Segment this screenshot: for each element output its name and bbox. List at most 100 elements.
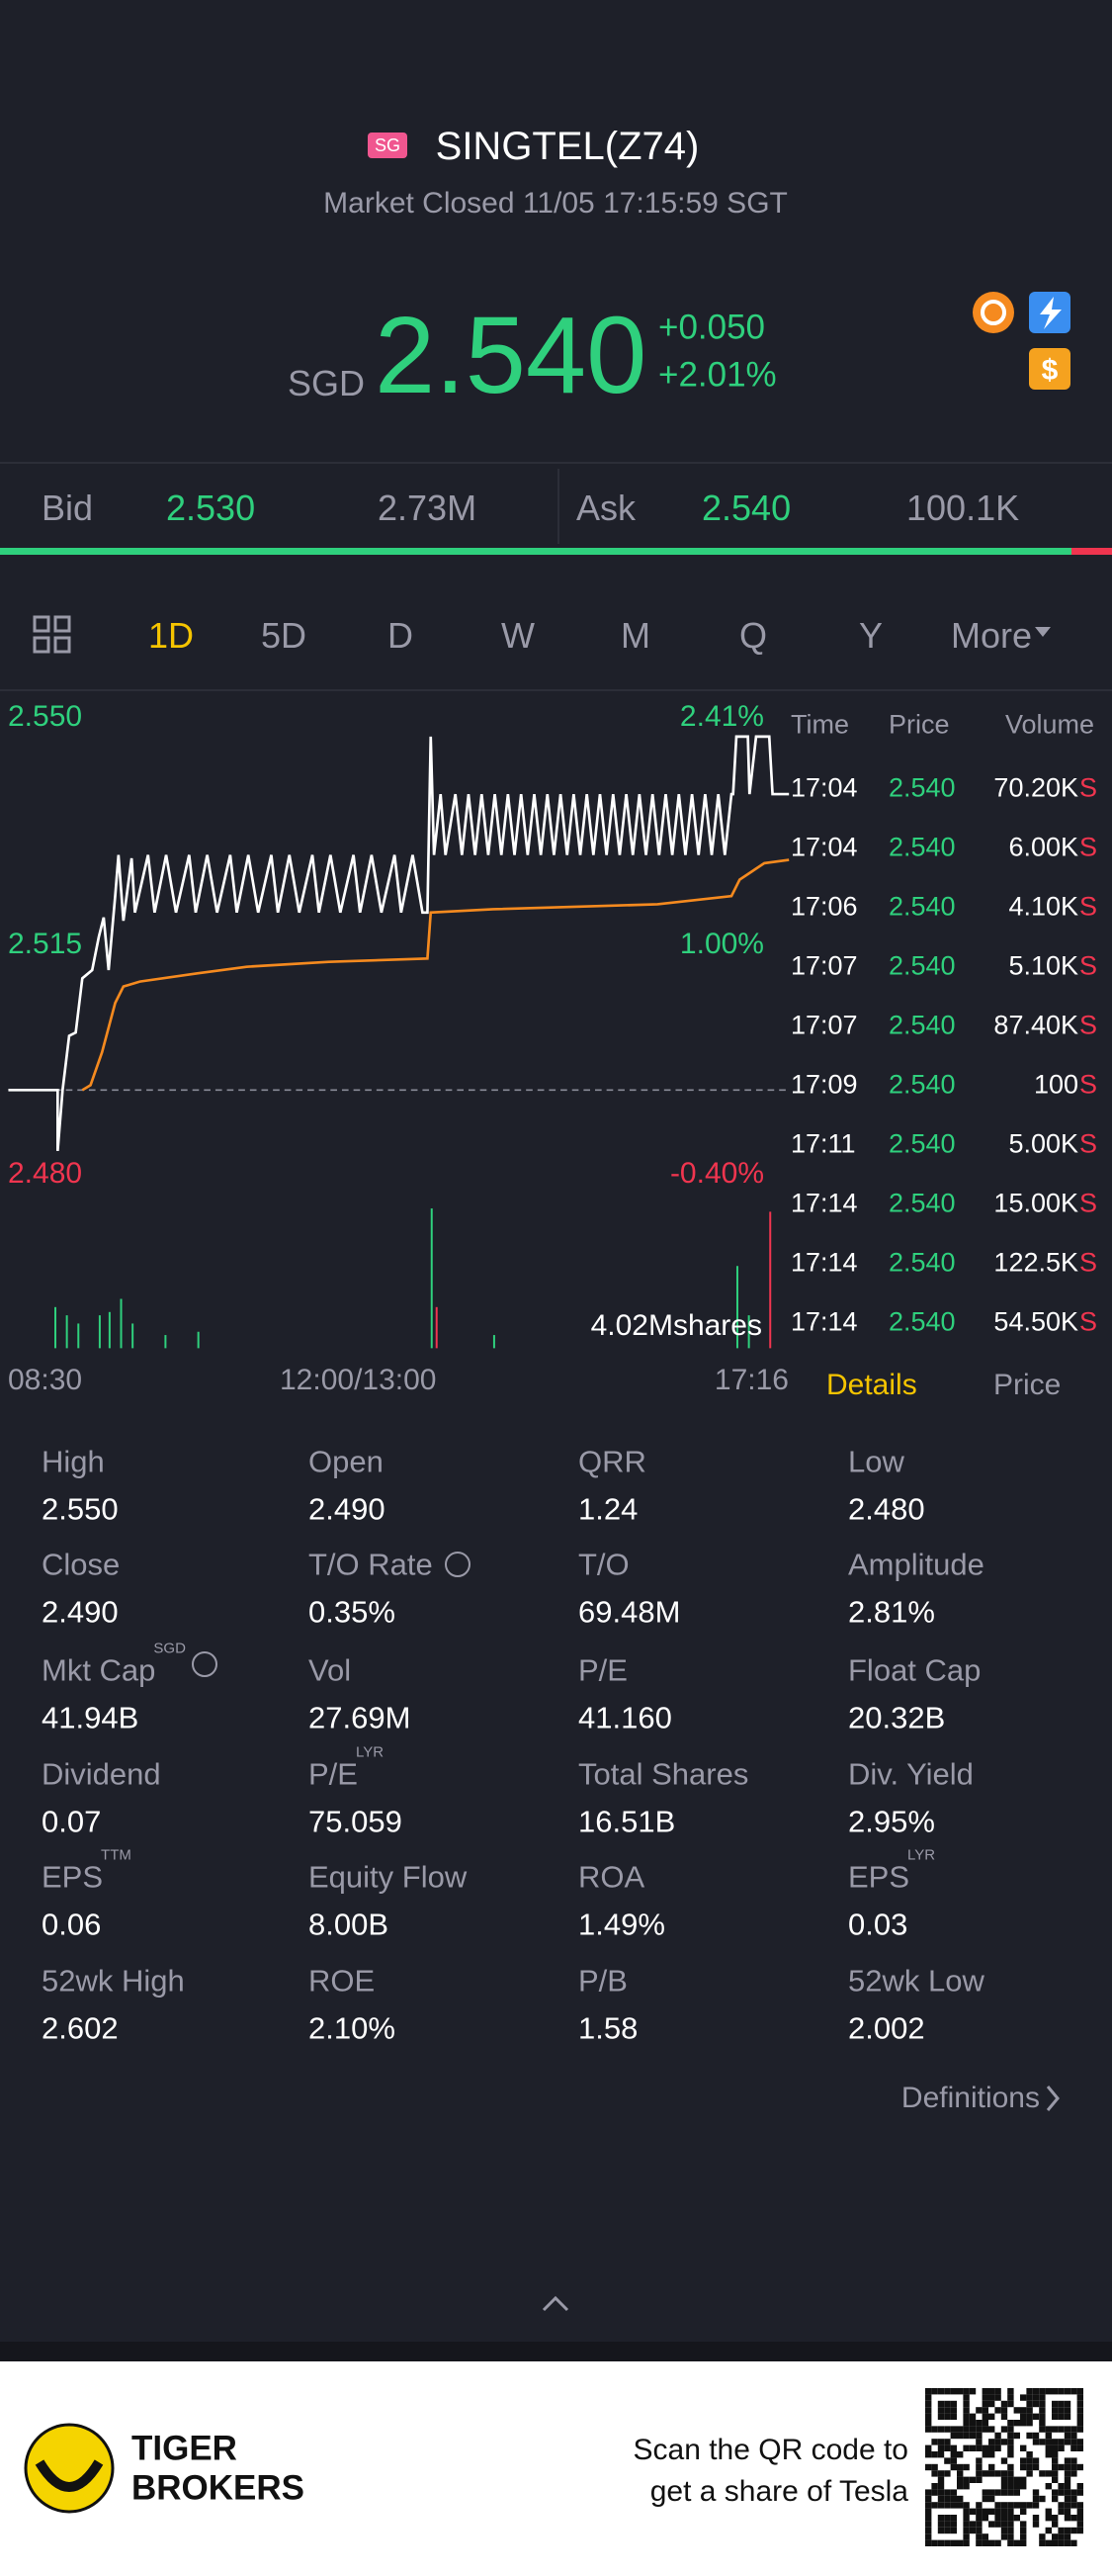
qr-cell — [963, 2463, 970, 2471]
qr-cell — [1032, 2388, 1040, 2395]
qr-cell — [925, 2533, 932, 2540]
qr-cell — [1058, 2439, 1065, 2445]
qr-cell — [963, 2388, 970, 2395]
volume-bar — [54, 1306, 57, 1349]
qr-cell — [988, 2444, 995, 2451]
stat-label: ROE — [308, 1963, 376, 1999]
qr-cell — [988, 2388, 995, 2395]
definitions-link[interactable]: Definitions — [900, 2082, 1040, 2114]
panel-tab[interactable]: Price — [993, 1369, 1062, 1401]
qr-cell — [963, 2502, 970, 2509]
stat-label: EPS — [42, 1859, 104, 1895]
qr-cell — [976, 2463, 983, 2471]
qr-cell — [1045, 2444, 1052, 2451]
qr-cell — [969, 2413, 977, 2420]
period-tab[interactable]: 1D — [148, 615, 195, 656]
qr-cell — [988, 2495, 995, 2503]
stat-value: 41.94B — [42, 1700, 139, 1735]
tick-side: S — [1079, 1188, 1098, 1218]
qr-cell — [937, 2539, 945, 2546]
qr-cell — [994, 2470, 1001, 2477]
qr-cell — [1058, 2539, 1065, 2546]
currency: SGD — [288, 363, 366, 403]
qr-cell — [1007, 2489, 1014, 2496]
volume-bar — [77, 1323, 80, 1349]
qr-cell — [982, 2413, 988, 2420]
qr-cell — [957, 2502, 964, 2509]
qr-cell — [1064, 2495, 1071, 2503]
tick-time: 17:14 — [791, 1188, 858, 1218]
price: 2.540 — [375, 295, 647, 416]
qr-cell — [976, 2426, 983, 2433]
qr-cell — [963, 2539, 970, 2546]
qr-cell — [1070, 2489, 1077, 2496]
qr-cell — [944, 2400, 951, 2408]
qr-cell — [976, 2502, 983, 2509]
period-tab[interactable]: M — [621, 615, 650, 656]
stat-sup: LYR — [355, 1743, 385, 1761]
qr-cell — [1052, 2476, 1059, 2483]
tick-time: 17:06 — [791, 891, 858, 922]
qr-cell — [982, 2495, 988, 2503]
qr-cell — [963, 2444, 970, 2451]
qr-cell — [969, 2426, 977, 2433]
qr-cell — [969, 2476, 977, 2483]
period-tab[interactable]: More — [951, 615, 1033, 656]
order-book-bid-size: 2.73M — [378, 488, 477, 528]
qr-cell — [1000, 2407, 1008, 2414]
qr-cell — [1064, 2515, 1071, 2522]
stat-value: 8.00B — [308, 1907, 389, 1942]
qr-cell — [1000, 2400, 1008, 2408]
qr-cell — [1045, 2508, 1052, 2515]
qr-cell — [931, 2502, 938, 2509]
qr-cell — [994, 2502, 1001, 2509]
qr-cell — [976, 2432, 983, 2440]
stat-value: 2.490 — [308, 1491, 385, 1527]
tick-price: 2.540 — [889, 1069, 956, 1100]
qr-cell — [937, 2495, 945, 2503]
qr-cell — [1070, 2463, 1077, 2471]
stat-value: 1.58 — [578, 2010, 639, 2046]
qr-cell — [925, 2515, 932, 2522]
tick-price: 2.540 — [889, 1306, 956, 1337]
tick-side: S — [1079, 1069, 1098, 1100]
tick-price: 2.540 — [889, 1010, 956, 1040]
qr-cell — [950, 2413, 957, 2420]
qr-cell — [925, 2444, 932, 2451]
qr-cell — [1076, 2483, 1083, 2490]
qr-cell — [931, 2463, 938, 2471]
qr-cell — [931, 2426, 938, 2433]
qr-cell — [950, 2515, 957, 2522]
qr-cell — [950, 2539, 957, 2546]
qr-cell — [925, 2495, 932, 2503]
qr-cell — [1064, 2439, 1071, 2445]
period-tab[interactable]: D — [387, 615, 413, 656]
qr-cell — [931, 2539, 938, 2546]
qr-cell — [937, 2388, 945, 2395]
chart-label: 17:16 — [714, 1364, 789, 1396]
status: Market Closed 11/05 17:15:59 SGT — [323, 187, 788, 220]
volume-bar — [769, 1211, 772, 1349]
order-book-ask-size: 100.1K — [906, 488, 1020, 528]
period-tab[interactable]: W — [501, 615, 535, 656]
period-tab[interactable]: Q — [739, 615, 768, 656]
qr-cell — [1013, 2515, 1020, 2522]
stat-label: Float Cap — [848, 1652, 982, 1688]
qr-cell — [963, 2426, 970, 2433]
promo: get a share of Tesla — [649, 2475, 908, 2508]
panel-tab[interactable]: Details — [826, 1369, 917, 1401]
qr-cell — [1020, 2407, 1027, 2414]
period-tab[interactable]: Y — [859, 615, 884, 656]
qr-cell — [937, 2444, 945, 2451]
qr-cell — [1052, 2495, 1059, 2503]
qr-cell — [937, 2515, 945, 2522]
qr-cell — [963, 2483, 970, 2490]
badge: SG — [374, 135, 401, 155]
stat-label: Equity Flow — [308, 1859, 468, 1895]
period-tab[interactable]: 5D — [261, 615, 307, 656]
stat-value: 0.07 — [42, 1804, 102, 1839]
qr-cell — [931, 2489, 938, 2496]
qr-cell — [982, 2451, 988, 2458]
price-line — [8, 735, 790, 1151]
qr-cell — [1020, 2533, 1027, 2540]
